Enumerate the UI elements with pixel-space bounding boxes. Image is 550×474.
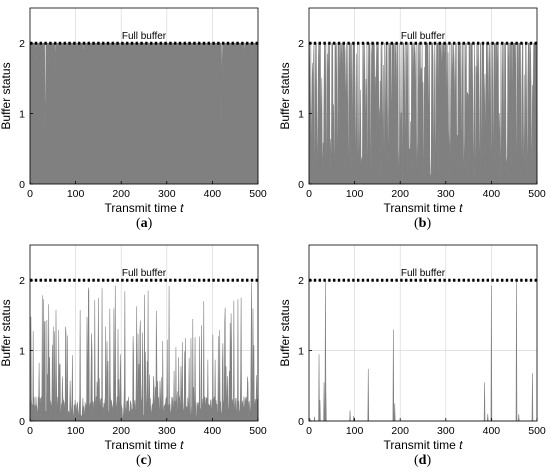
chart-panel-d: Full buffer 0 100 200 300 400 500 0 1 2 Transmit t… (278, 244, 546, 452)
x-axis-label-a: Transmit time t (105, 201, 185, 215)
series-trace-c (29, 282, 259, 422)
y-tick-label-2: 2 (19, 38, 25, 50)
chart-panel-c: Full buffer 0 100 200 300 400 500 0 1 2 Transmit t… (0, 244, 267, 452)
full-buffer-label-a: Full buffer (122, 31, 167, 42)
x-tick-label-100: 100 (346, 425, 364, 437)
axes-box-c (29, 244, 259, 422)
x-tick-label-500: 500 (249, 188, 267, 200)
full-buffer-label-d: Full buffer (401, 268, 446, 279)
x-tick-label-300: 300 (437, 188, 455, 200)
x-tick-label-300: 300 (158, 425, 176, 437)
full-buffer-label-b: Full buffer (401, 31, 446, 42)
x-tick-label-200: 200 (391, 425, 409, 437)
y-tick-label-0: 0 (19, 179, 25, 191)
y-tick-label-1: 1 (298, 346, 304, 358)
x-tick-label-100: 100 (67, 425, 85, 437)
chart-panel-b: Full buffer 0 100 200 300 400 500 0 1 2 Transmit t… (278, 7, 546, 215)
x-axis-label-b: Transmit time t (384, 201, 464, 215)
series-trace-a (29, 42, 259, 185)
x-tick-label-400: 400 (204, 425, 222, 437)
x-tick-label-100: 100 (67, 188, 85, 200)
chart-panel-a: Full buffer 0 100 200 300 400 500 0 1 2 Transmit t… (0, 7, 267, 215)
y-tick-label-0: 0 (19, 416, 25, 428)
x-tick-label-0: 0 (306, 188, 312, 200)
x-tick-label-200: 200 (112, 188, 130, 200)
x-tick-label-200: 200 (391, 188, 409, 200)
panel-label-b: (b) (414, 216, 432, 231)
x-tick-label-300: 300 (158, 188, 176, 200)
y-tick-label-1: 1 (19, 109, 25, 121)
y-tick-label-2: 2 (19, 275, 25, 287)
x-axis-label-c: Transmit time t (105, 438, 185, 452)
x-tick-label-0: 0 (306, 425, 312, 437)
x-tick-label-400: 400 (483, 425, 501, 437)
y-axis-label-c: Buffer status (0, 299, 13, 366)
panel-label-a: (a) (136, 216, 153, 231)
axes-box-b (308, 7, 538, 185)
x-tick-label-300: 300 (437, 425, 455, 437)
x-tick-label-200: 200 (112, 425, 130, 437)
y-axis-label-b: Buffer status (278, 62, 292, 129)
axes-box-d (308, 244, 538, 422)
y-tick-label-0: 0 (298, 416, 304, 428)
y-axis-label-a: Buffer status (0, 62, 13, 129)
x-tick-label-100: 100 (346, 188, 364, 200)
y-tick-label-2: 2 (298, 38, 304, 50)
y-tick-label-1: 1 (19, 346, 25, 358)
x-tick-label-500: 500 (249, 425, 267, 437)
panel-label-c: (c) (136, 453, 152, 468)
series-trace-d (309, 281, 537, 422)
x-tick-label-0: 0 (27, 188, 33, 200)
x-tick-label-0: 0 (27, 425, 33, 437)
y-axis-label-d: Buffer status (278, 299, 292, 366)
x-axis-label-d: Transmit time t (384, 438, 464, 452)
x-tick-label-400: 400 (204, 188, 222, 200)
y-tick-label-1: 1 (298, 109, 304, 121)
x-tick-label-500: 500 (528, 425, 546, 437)
full-buffer-label-c: Full buffer (122, 268, 167, 279)
axes-box-a (29, 7, 259, 185)
panel-label-d: (d) (414, 453, 432, 468)
x-tick-label-400: 400 (483, 188, 501, 200)
y-tick-label-0: 0 (298, 179, 304, 191)
y-tick-label-2: 2 (298, 275, 304, 287)
x-tick-label-500: 500 (528, 188, 546, 200)
series-trace-b (308, 42, 538, 185)
